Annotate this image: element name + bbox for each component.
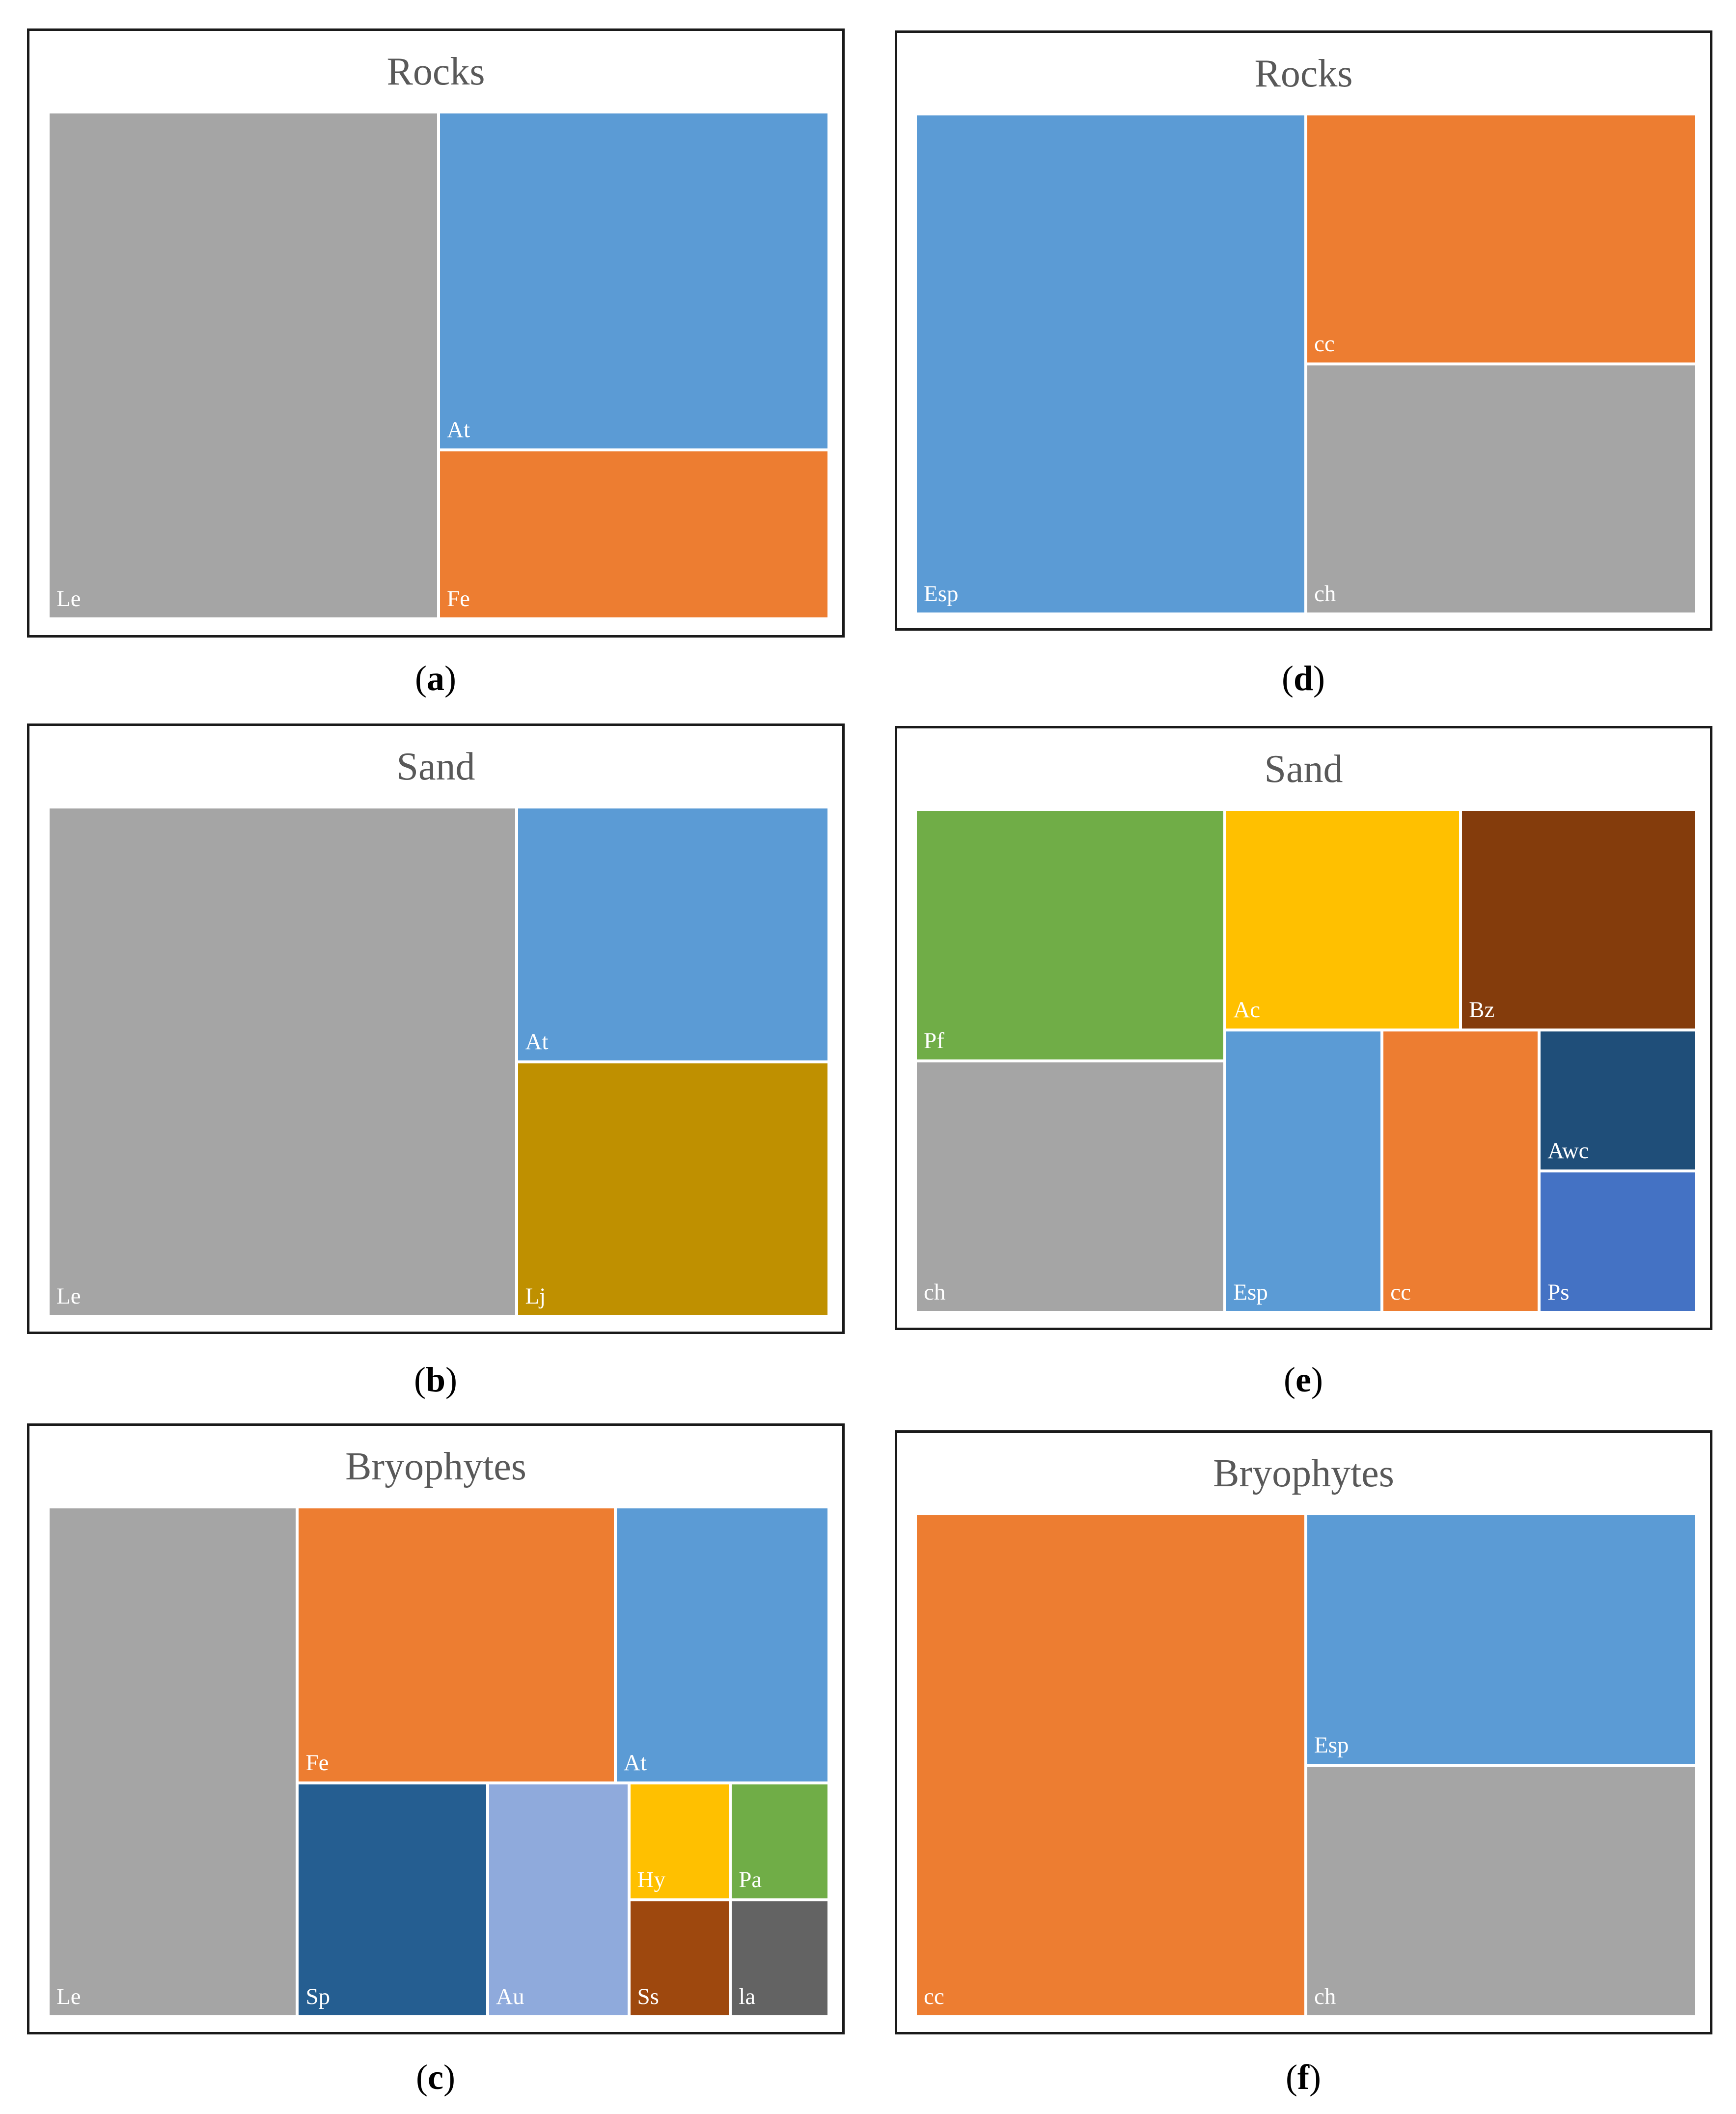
treemap-tile-label: At xyxy=(525,1029,549,1055)
panel-caption: (c) xyxy=(416,2058,455,2097)
treemap-tile-la: la xyxy=(729,1898,829,2017)
treemap-tile-label: Ss xyxy=(637,1983,659,2009)
treemap-tile-label: Lj xyxy=(525,1283,546,1309)
treemap-tile-label: ch xyxy=(1314,581,1336,607)
treemap-tile-awc: Awc xyxy=(1538,1028,1696,1173)
treemap-tile-label: Awc xyxy=(1547,1138,1589,1164)
treemap-tile-label: Fe xyxy=(447,586,470,612)
treemap-panel-c: Bryophytes Le Fe At Sp Au Hy Ss Pa la xyxy=(27,1423,845,2034)
treemap-tile-label: Fe xyxy=(305,1750,329,1776)
treemap-tile-hy: Hy xyxy=(627,1781,732,1902)
treemap-plot: cc Esp ch xyxy=(915,1514,1696,2017)
treemap-tile-bz: Bz xyxy=(1459,809,1696,1031)
treemap-tile-ch: ch xyxy=(1304,1764,1696,2017)
treemap-plot: Le Fe At Sp Au Hy Ss Pa la xyxy=(48,1507,829,2017)
treemap-tile-label: Le xyxy=(56,586,81,612)
treemap-panel-a: Rocks Le At Fe xyxy=(27,28,845,638)
chart-title: Bryophytes xyxy=(345,1445,526,1488)
panel-caption: (f) xyxy=(1286,2058,1321,2097)
treemap-tile-sp: Sp xyxy=(296,1781,490,2017)
treemap-panel-b: Sand Le At Lj xyxy=(27,723,845,1334)
treemap-tile-cc: cc xyxy=(1304,114,1696,366)
treemap-tile-esp: Esp xyxy=(1223,1028,1384,1312)
treemap-tile-ps: Ps xyxy=(1538,1169,1696,1312)
treemap-tile-pf: Pf xyxy=(915,809,1227,1062)
treemap-tile-ch: ch xyxy=(1304,362,1696,614)
treemap-tile-label: Ac xyxy=(1233,997,1261,1023)
treemap-tile-at: At xyxy=(515,807,829,1064)
panel-caption: (a) xyxy=(415,659,456,698)
treemap-tile-label: Pf xyxy=(924,1028,944,1054)
treemap-tile-ss: Ss xyxy=(627,1898,732,2017)
treemap-tile-label: At xyxy=(447,417,470,443)
treemap-panel-e: Sand Pf ch Ac Bz Esp cc Awc Ps xyxy=(895,726,1712,1330)
chart-title: Sand xyxy=(396,745,475,788)
treemap-tile-label: Ps xyxy=(1547,1279,1570,1305)
treemap-plot: Le At Lj xyxy=(48,807,829,1316)
treemap-tile-label: Hy xyxy=(637,1867,665,1893)
treemap-tile-le: Le xyxy=(48,112,440,619)
panel-caption: (e) xyxy=(1284,1360,1323,1399)
treemap-tile-ac: Ac xyxy=(1223,809,1462,1031)
treemap-tile-esp: Esp xyxy=(1304,1514,1696,1767)
treemap-tile-pa: Pa xyxy=(729,1781,829,1902)
treemap-tile-label: cc xyxy=(924,1984,944,2009)
treemap-tile-label: Esp xyxy=(1314,1732,1349,1758)
panel-caption: (d) xyxy=(1281,659,1325,698)
treemap-plot: Esp cc ch xyxy=(915,114,1696,614)
treemap-tile-label: Sp xyxy=(305,1983,331,2009)
treemap-tile-label: Au xyxy=(496,1983,524,2009)
treemap-tile-label: Le xyxy=(56,1283,81,1309)
treemap-tile-label: ch xyxy=(1314,1983,1336,2009)
treemap-tile-ch: ch xyxy=(915,1059,1227,1312)
chart-title: Rocks xyxy=(386,50,485,93)
treemap-tile-esp: Esp xyxy=(915,114,1307,614)
chart-title: Rocks xyxy=(1254,52,1353,95)
treemap-tile-le: Le xyxy=(48,1507,299,2017)
treemap-tile-label: Le xyxy=(56,1984,81,2009)
panel-caption: (b) xyxy=(413,1360,457,1399)
treemap-tile-label: Esp xyxy=(1233,1279,1268,1305)
treemap-panel-d: Rocks Esp cc ch xyxy=(895,30,1712,631)
treemap-tile-label: la xyxy=(739,1983,756,2009)
treemap-tile-at: At xyxy=(437,112,829,451)
treemap-tile-label: At xyxy=(623,1750,647,1776)
treemap-tile-le: Le xyxy=(48,807,519,1316)
treemap-plot: Le At Fe xyxy=(48,112,829,619)
treemap-tile-fe: Fe xyxy=(296,1507,617,1785)
treemap-panel-f: Bryophytes cc Esp ch xyxy=(895,1430,1712,2034)
treemap-tile-label: cc xyxy=(1314,331,1335,357)
treemap-tile-label: ch xyxy=(924,1280,946,1305)
treemap-tile-fe: Fe xyxy=(437,448,829,619)
chart-title: Bryophytes xyxy=(1213,1452,1394,1495)
treemap-tile-label: Bz xyxy=(1469,997,1495,1023)
treemap-tile-au: Au xyxy=(486,1781,631,2017)
treemap-tile-label: cc xyxy=(1390,1279,1411,1305)
treemap-plot: Pf ch Ac Bz Esp cc Awc Ps xyxy=(915,809,1696,1312)
treemap-tile-cc: cc xyxy=(1380,1028,1541,1312)
chart-title: Sand xyxy=(1264,748,1343,791)
treemap-tile-label: Esp xyxy=(924,581,959,607)
treemap-tile-cc: cc xyxy=(915,1514,1307,2017)
treemap-tile-lj: Lj xyxy=(515,1060,829,1316)
treemap-tile-label: Pa xyxy=(739,1867,762,1893)
treemap-tile-at: At xyxy=(613,1507,829,1785)
